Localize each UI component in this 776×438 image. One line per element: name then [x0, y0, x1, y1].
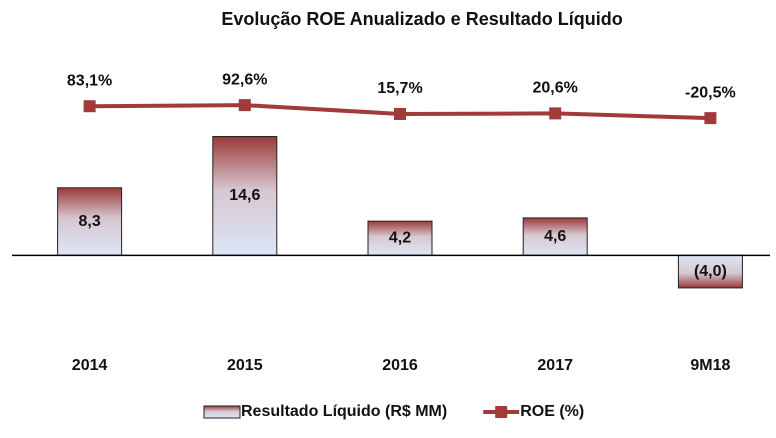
- x-tick-label: 2014: [72, 357, 108, 374]
- legend-marker: [495, 406, 508, 418]
- legend-label: Resultado Líquido (R$ MM): [241, 403, 447, 420]
- data-label: 8,3: [78, 213, 100, 230]
- x-tick-label: 2015: [227, 357, 263, 374]
- legend-swatch: [203, 405, 241, 419]
- data-label: 15,7%: [377, 80, 422, 97]
- data-label: 4,2: [389, 229, 411, 246]
- bar: [212, 136, 278, 256]
- legend-label: ROE (%): [520, 403, 584, 420]
- data-label: (4,0): [694, 263, 727, 280]
- marker: [238, 99, 251, 112]
- marker: [83, 100, 96, 113]
- data-label: 92,6%: [222, 71, 267, 88]
- bar: [522, 217, 588, 256]
- chart-title: Evolução ROE Anualizado e Resultado Líqu…: [221, 9, 622, 29]
- bar: [677, 254, 743, 289]
- data-label: 4,6: [544, 228, 566, 245]
- x-tick-label: 2016: [382, 357, 418, 374]
- x-tick-label: 2017: [537, 357, 573, 374]
- bar: [57, 187, 123, 256]
- marker: [704, 112, 717, 125]
- data-label: 83,1%: [67, 72, 112, 89]
- data-label: 14,6: [229, 187, 260, 204]
- marker: [394, 107, 406, 120]
- marker: [549, 107, 562, 120]
- data-label: 20,6%: [533, 80, 578, 97]
- x-tick-label: 9M18: [690, 357, 730, 374]
- data-label: -20,5%: [685, 84, 736, 101]
